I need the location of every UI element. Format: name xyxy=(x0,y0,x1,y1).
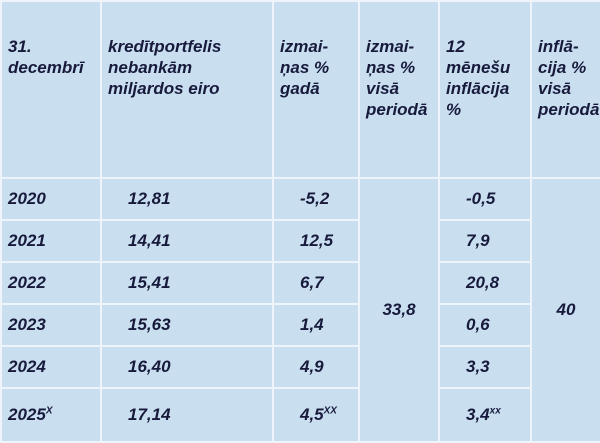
inflation-text: 3,3 xyxy=(466,357,490,376)
year-text: 2024 xyxy=(8,357,46,376)
table-cell: 4,5XX xyxy=(272,387,360,443)
table-cell: 12,81 xyxy=(100,177,274,221)
inflation-text: -0,5 xyxy=(466,189,496,208)
table-cell: 15,41 xyxy=(100,261,274,305)
table-row: 2020 12,81 -5,2 33,8 -0,5 40 xyxy=(0,177,600,443)
change-text: 1,4 xyxy=(300,315,324,334)
table-row: 2022 15,41 6,7 20,8 xyxy=(0,261,600,305)
footnote-mark: xx xyxy=(489,405,501,417)
table-cell: 2021 xyxy=(0,219,102,263)
header-line: kredītportfelis xyxy=(108,37,222,56)
portfolio-text: 14,41 xyxy=(128,231,171,250)
year-text: 2020 xyxy=(8,189,46,208)
table-row: 2023 15,63 1,4 0,6 xyxy=(0,303,600,347)
change-text: 4,5 xyxy=(300,405,324,424)
inflation-text: 3,4 xyxy=(466,405,490,424)
change-text: 6,7 xyxy=(300,273,324,292)
change-text: 4,9 xyxy=(300,357,324,376)
year-text: 2025 xyxy=(8,405,46,424)
header-line: 31. xyxy=(8,37,32,56)
table-cell: 6,7 xyxy=(272,261,360,305)
change-text: -5,2 xyxy=(300,189,330,208)
header-line: periodā xyxy=(366,100,428,119)
header-line: periodā xyxy=(538,100,600,119)
table-cell: 2025X xyxy=(0,387,102,443)
header-line: decembrī xyxy=(8,58,84,77)
header-line: miljardos eiro xyxy=(108,79,220,98)
footnote-mark: XX xyxy=(323,405,337,417)
portfolio-text: 15,41 xyxy=(128,273,171,292)
table-row: 2021 14,41 12,5 7,9 xyxy=(0,219,600,263)
table-body: 2020 12,81 -5,2 33,8 -0,5 40 2021 14,41 12,5 7,9 2… xyxy=(0,177,600,443)
header-line: nebankām xyxy=(108,58,193,77)
header-line: visā xyxy=(366,79,400,98)
table-cell: 2024 xyxy=(0,345,102,389)
change-text: 12,5 xyxy=(300,231,334,250)
header-row: 31. decembrī kredītportfelis nebankām miljar… xyxy=(0,0,600,179)
header-line: mēnešu xyxy=(446,58,511,77)
table-cell: 7,9 xyxy=(438,219,532,263)
header-line: izmai- xyxy=(280,37,329,56)
year-text: 2023 xyxy=(8,315,46,334)
inflation-text: 7,9 xyxy=(466,231,490,250)
year-text: 2021 xyxy=(8,231,46,250)
table-cell: -5,2 xyxy=(272,177,360,221)
table-cell: 0,6 xyxy=(438,303,532,347)
table-row: 2025X 17,14 4,5XX 3,4xx xyxy=(0,387,600,443)
table-cell: -0,5 xyxy=(438,177,532,221)
header-cell: izmai-ņas % gadā xyxy=(272,0,360,179)
year-text: 2022 xyxy=(8,273,46,292)
table-cell: 3,3 xyxy=(438,345,532,389)
table-cell: 2023 xyxy=(0,303,102,347)
table-header: 31. decembrī kredītportfelis nebankām miljar… xyxy=(0,0,600,179)
period-inflation-cell: 40 xyxy=(530,177,600,443)
table-cell: 20,8 xyxy=(438,261,532,305)
portfolio-text: 15,63 xyxy=(128,315,171,334)
header-line: cija % xyxy=(538,58,587,77)
table-cell: 4,9 xyxy=(272,345,360,389)
table-cell: 1,4 xyxy=(272,303,360,347)
table-cell: 15,63 xyxy=(100,303,274,347)
header-cell: 12 mēnešu inflācija% xyxy=(438,0,532,179)
table-row: 2024 16,40 4,9 3,3 xyxy=(0,345,600,389)
header-line: ņas % xyxy=(366,58,416,77)
header-line: 12 xyxy=(446,37,465,56)
portfolio-text: 16,40 xyxy=(128,357,171,376)
header-line: % xyxy=(446,100,462,119)
inflation-text: 20,8 xyxy=(466,273,500,292)
header-line: izmai- xyxy=(366,37,415,56)
table-cell: 2022 xyxy=(0,261,102,305)
footnote-mark: X xyxy=(45,405,53,417)
header-cell: inflā-cija % visā periodā xyxy=(530,0,600,179)
inflation-text: 0,6 xyxy=(466,315,490,334)
header-line: inflācija xyxy=(446,79,510,98)
header-cell: 31. decembrī xyxy=(0,0,102,179)
table-cell: 14,41 xyxy=(100,219,274,263)
period-change-cell: 33,8 xyxy=(358,177,440,443)
table-cell: 2020 xyxy=(0,177,102,221)
header-line: ņas % xyxy=(280,58,330,77)
portfolio-text: 17,14 xyxy=(128,405,171,424)
portfolio-text: 12,81 xyxy=(128,189,171,208)
header-cell: izmai-ņas % visā periodā xyxy=(358,0,440,179)
header-line: gadā xyxy=(280,79,320,98)
header-cell: kredītportfelis nebankām miljardos eiro xyxy=(100,0,274,179)
table-cell: 12,5 xyxy=(272,219,360,263)
table-cell: 16,40 xyxy=(100,345,274,389)
table-cell: 3,4xx xyxy=(438,387,532,443)
header-line: visā xyxy=(538,79,572,98)
table-cell: 17,14 xyxy=(100,387,274,443)
header-line: inflā- xyxy=(538,37,579,56)
